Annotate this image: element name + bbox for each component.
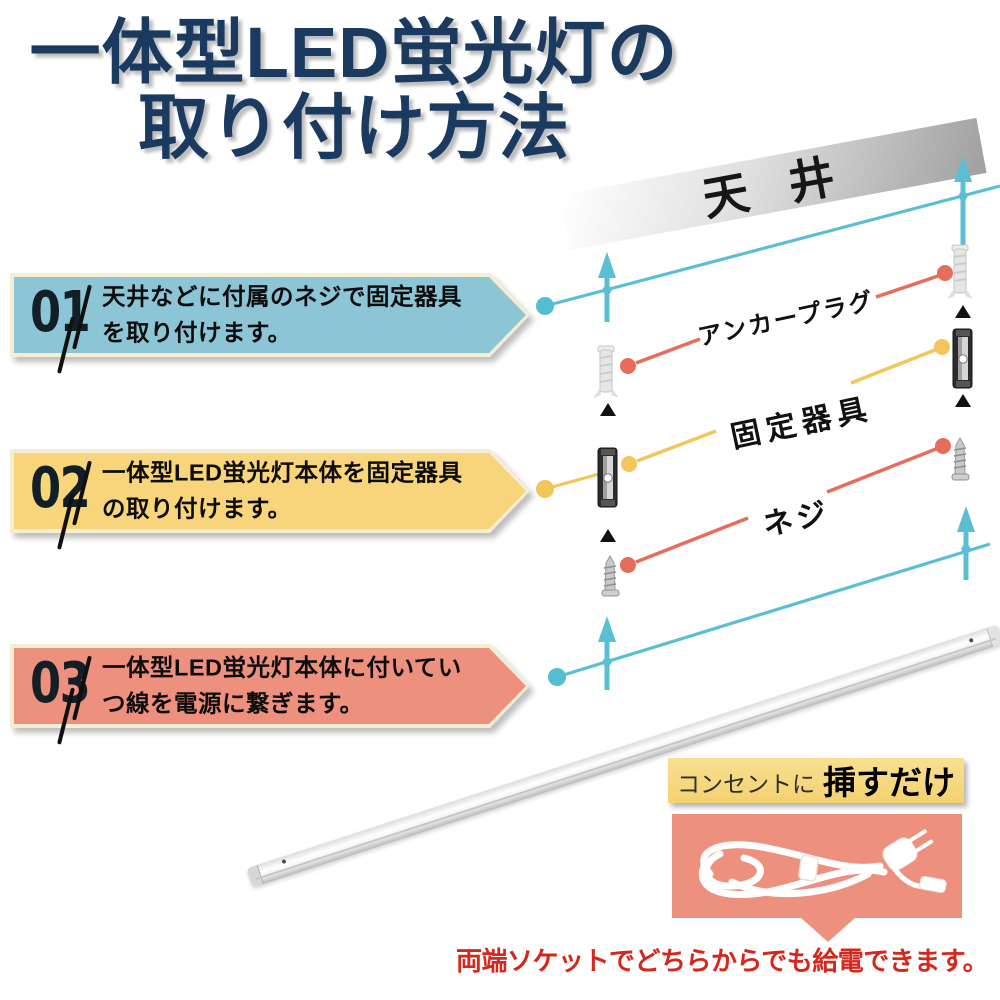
footer-note: 両端ソケットでどちらからでも給電できます。 (456, 946, 989, 976)
anchor-plug-icon (947, 244, 973, 299)
outlet-callout: コンセントに 挿すだけ (668, 758, 964, 803)
banner-fill: 02 一体型LED蛍光灯本体を固定器具 の取り付けます。 (14, 453, 526, 529)
tube-end-cap (986, 624, 1000, 648)
step-text-line1: 天井などに付属のネジで固定器具 (102, 283, 462, 310)
step-text-line2: の取り付けます。 (102, 496, 292, 522)
step-text-line1: 一体型LED蛍光灯本体に付いてい (102, 654, 462, 681)
leader-dot (934, 339, 950, 355)
screw-icon (601, 554, 620, 597)
leader-dot (937, 265, 953, 281)
callout-tail (800, 917, 856, 942)
step-text: 天井などに付属のネジで固定器具 を取り付けます。 (102, 279, 462, 352)
leader-dot (621, 456, 637, 472)
step-banner-03: 03 一体型LED蛍光灯本体に付いてい つ線を電源に繋ぎます。 (10, 644, 530, 728)
tube-hole (281, 859, 287, 865)
connector-line-step1 (536, 184, 1000, 315)
page-title-line1: 一体型LED蛍光灯の (29, 14, 679, 93)
connector-line-step2 (536, 472, 600, 498)
step-text-line2: つ線を電源に繋ぎます。 (102, 691, 364, 717)
step-text-line2: を取り付けます。 (102, 320, 292, 346)
fixing-bracket-icon (597, 447, 618, 508)
bracket-leader-lines (636, 348, 936, 463)
step-text: 一体型LED蛍光灯本体に付いてい つ線を電源に繋ぎます。 (102, 650, 462, 723)
leader-dot (620, 557, 636, 573)
outlet-prefix: コンセントに (677, 771, 815, 798)
triangle-up-icon (600, 305, 971, 542)
banner-fill: 01 天井などに付属のネジで固定器具 を取り付けます。 (14, 277, 526, 353)
banner-fill: 03 一体型LED蛍光灯本体に付いてい つ線を電源に繋ぎます。 (14, 648, 526, 724)
step-banner-01: 01 天井などに付属のネジで固定器具 を取り付けます。 (10, 273, 530, 357)
leader-dot (620, 358, 636, 374)
step-banner-02: 02 一体型LED蛍光灯本体を固定器具 の取り付けます。 (10, 449, 530, 533)
power-cord-icon (698, 829, 947, 899)
arrow-up-icon (957, 506, 975, 580)
screw-leader-lines (635, 447, 937, 564)
anchor-leader-lines (635, 274, 939, 365)
power-cord-panel (672, 814, 962, 918)
step-text: 一体型LED蛍光灯本体を固定器具 の取り付けます。 (102, 455, 463, 528)
outlet-emphasis: 挿すだけ (823, 764, 955, 801)
arrow-up-icon (598, 252, 616, 322)
screw-icon (951, 436, 970, 481)
arrow-up-icon (598, 616, 616, 690)
page-title: 一体型LED蛍光灯の 取り付け方法 (0, 16, 708, 167)
tube-hole (968, 637, 974, 643)
step-text-line1: 一体型LED蛍光灯本体を固定器具 (102, 459, 463, 486)
plug-icon (882, 829, 934, 871)
anchor-plug-icon (593, 345, 619, 398)
fixing-bracket-icon (952, 328, 973, 389)
page-title-line2: 取り付け方法 (137, 89, 570, 169)
arrow-up-icon (954, 156, 972, 246)
leader-dot (935, 438, 951, 454)
connector-line-step3 (548, 542, 991, 686)
